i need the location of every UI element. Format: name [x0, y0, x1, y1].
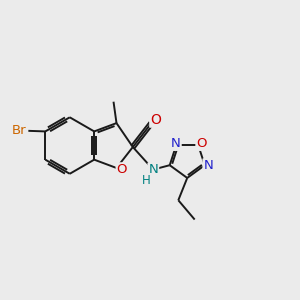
Text: O: O	[117, 163, 127, 176]
Text: N: N	[148, 164, 158, 176]
Text: Br: Br	[12, 124, 27, 137]
Text: N: N	[171, 137, 181, 150]
Text: H: H	[142, 174, 151, 188]
Text: O: O	[150, 113, 161, 127]
Text: O: O	[196, 137, 207, 150]
Text: N: N	[203, 159, 213, 172]
